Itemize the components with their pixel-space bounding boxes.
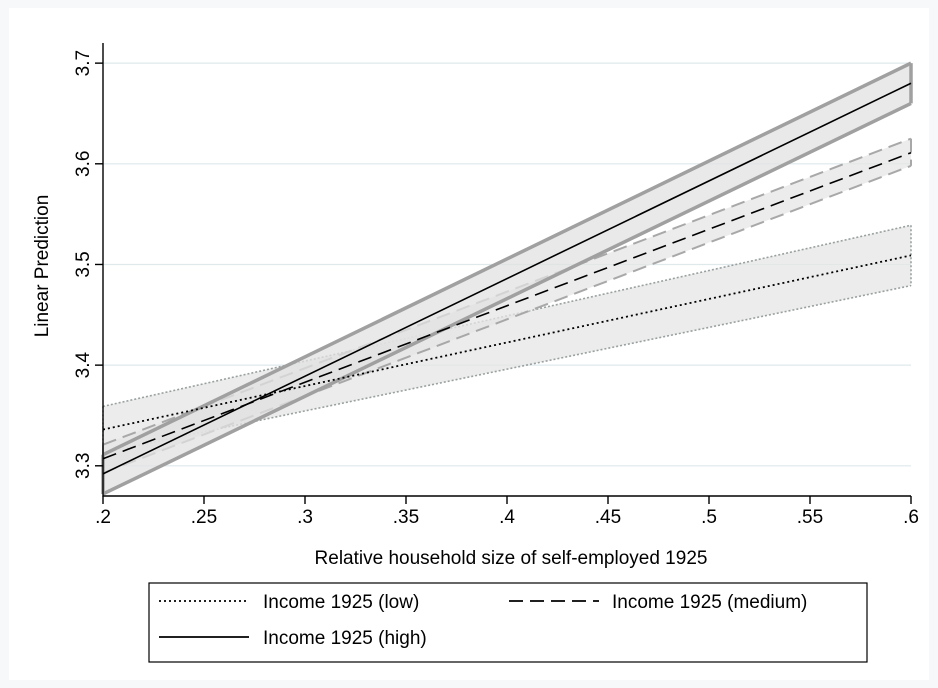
x-tick-label-1: .25: [191, 507, 217, 528]
legend: Income 1925 (low) Income 1925 (medium) Inc…: [148, 582, 868, 663]
y-tick-label-2: 3.5: [73, 251, 94, 277]
x-tick-label-2: .3: [297, 507, 313, 528]
x-axis-title: Relative household size of self-employed…: [315, 548, 708, 569]
axes: 3.3 3.4 3.5 3.6 3.7 .2 .25 .3 .35 .4 .45 .5 .55 .6: [73, 43, 919, 528]
x-tick-label-3: .35: [393, 507, 419, 528]
legend-label-0: Income 1925 (low): [263, 592, 419, 613]
ci-edge-upper-2: [102, 61, 912, 457]
legend-label-1: Income 1925 (medium): [612, 592, 807, 613]
series-lines: [102, 82, 912, 475]
y-axis-title: Linear Prediction: [32, 195, 53, 338]
x-tick-label-5: .45: [595, 507, 621, 528]
y-tick-label-1: 3.4: [73, 351, 94, 378]
y-tick-label-0: 3.3: [73, 453, 94, 479]
x-tick-label-8: .6: [903, 507, 919, 528]
x-tick-label-7: .55: [797, 507, 823, 528]
series-line-2: [102, 82, 912, 475]
x-tick-label-6: .5: [701, 507, 717, 528]
x-tick-label-0: .2: [95, 507, 111, 528]
x-tick-label-4: .4: [499, 507, 515, 528]
y-tick-label-3: 3.6: [73, 151, 94, 177]
chart-svg: 3.3 3.4 3.5 3.6 3.7 .2 .25 .3 .35 .4 .45 .5 .55 .6 Li…: [32, 43, 919, 663]
chart-figure: 3.3 3.4 3.5 3.6 3.7 .2 .25 .3 .35 .4 .45 .5 .55 .6 Li…: [9, 8, 929, 680]
ci-edge-lower-1: [102, 164, 912, 474]
y-tick-label-4: 3.7: [73, 50, 94, 76]
ci-edge-lower-2: [102, 101, 912, 496]
legend-label-2: Income 1925 (high): [263, 628, 427, 649]
legend-box: [148, 582, 868, 663]
series-line-1: [102, 151, 912, 460]
